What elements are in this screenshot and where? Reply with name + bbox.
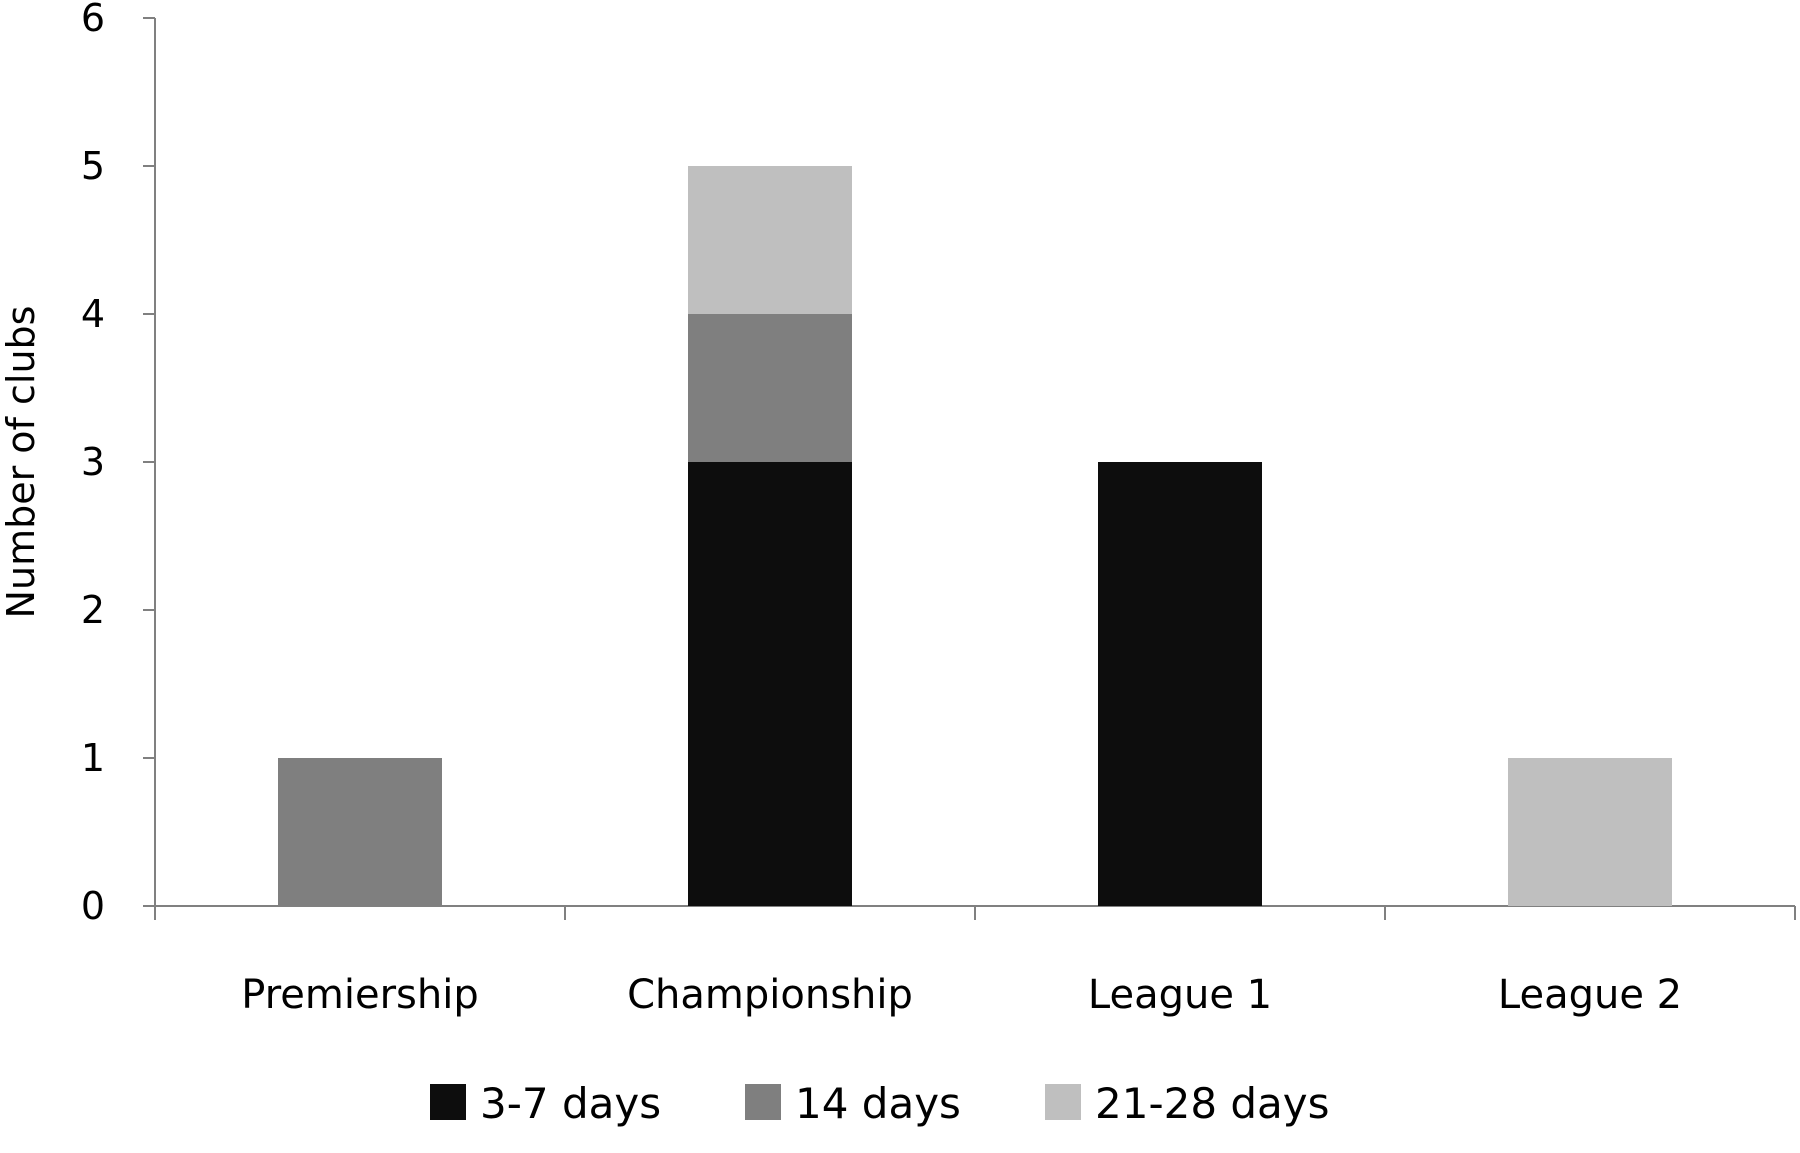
bar-championship-21-28-days	[688, 166, 852, 314]
legend-swatch-21-28-days	[1045, 1084, 1081, 1120]
y-tick-label: 5	[81, 144, 105, 188]
y-tick-label: 0	[81, 884, 105, 928]
bar-league-2-21-28-days	[1508, 758, 1672, 906]
bars	[278, 166, 1672, 906]
bar-championship-14-days	[688, 314, 852, 462]
legend: 3-7 days 14 days 21-28 days	[430, 1079, 1330, 1128]
y-tick-label: 4	[81, 292, 105, 336]
legend-label-14-days: 14 days	[795, 1079, 961, 1128]
legend-label-3-7-days: 3-7 days	[480, 1079, 661, 1128]
y-tick-label: 6	[81, 0, 105, 40]
y-tick-labels: 0 1 2 3 4 5 6	[81, 0, 105, 928]
bar-championship-3-7-days	[688, 462, 852, 906]
legend-swatch-3-7-days	[430, 1084, 466, 1120]
y-tick-label: 2	[81, 588, 105, 632]
y-tick-label: 3	[81, 440, 105, 484]
legend-swatch-14-days	[745, 1084, 781, 1120]
x-tick-label-league-1: League 1	[1088, 972, 1272, 1018]
x-tick-label-premiership: Premiership	[241, 972, 478, 1018]
bar-premiership-14-days	[278, 758, 442, 906]
x-tick-label-league-2: League 2	[1498, 972, 1682, 1018]
bar-league-1-3-7-days	[1098, 462, 1262, 906]
legend-label-21-28-days: 21-28 days	[1095, 1079, 1330, 1128]
x-tick-labels: Premiership Championship League 1 League 2	[241, 972, 1682, 1018]
y-axis-label: Number of clubs	[0, 306, 43, 619]
x-tick-label-championship: Championship	[627, 972, 913, 1018]
y-tick-label: 1	[81, 736, 105, 780]
